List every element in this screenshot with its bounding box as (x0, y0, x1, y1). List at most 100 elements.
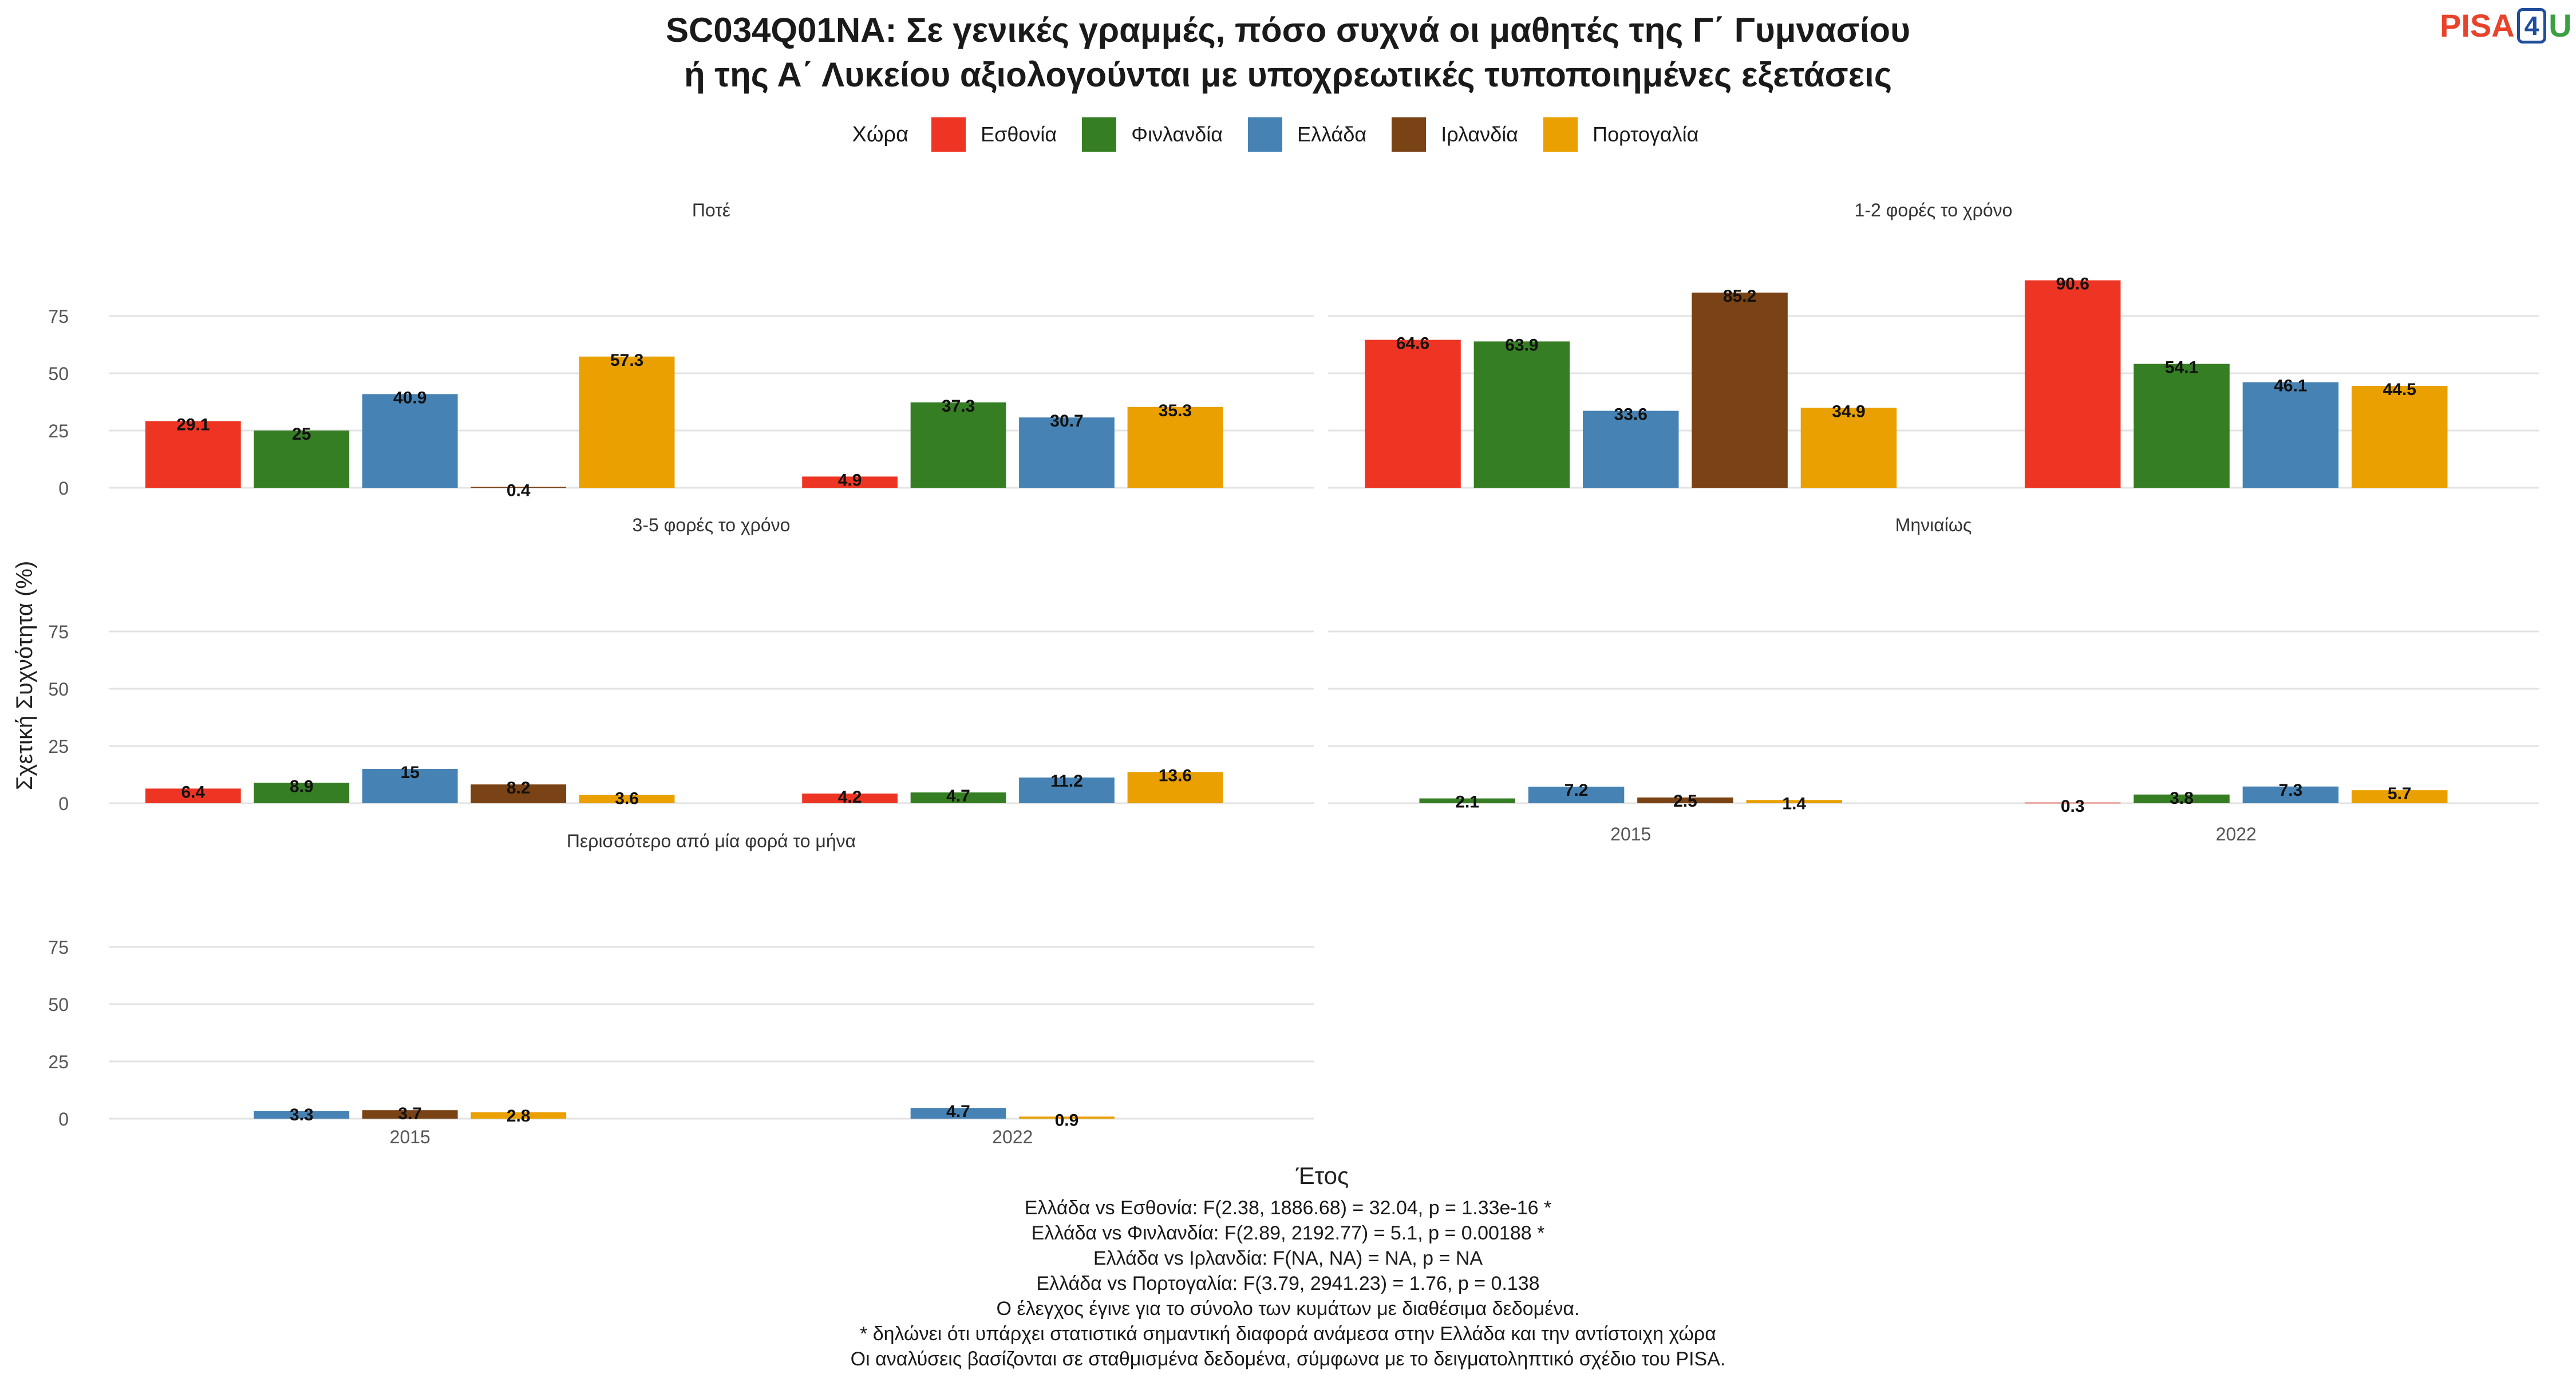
y-tick-label: 75 (48, 937, 69, 958)
bar (471, 487, 567, 488)
data-label: 33.6 (1614, 405, 1647, 424)
bar (471, 1112, 567, 1119)
data-label: 37.3 (942, 397, 975, 416)
data-label: 2.1 (1455, 793, 1479, 812)
bar (1127, 772, 1223, 803)
bar (362, 1110, 458, 1119)
legend-item-finland: Φινλανδία (1082, 117, 1223, 152)
bar (1019, 417, 1115, 488)
data-label: 35.3 (1159, 401, 1192, 420)
bar (1746, 800, 1843, 803)
data-label: 15 (401, 763, 420, 782)
bar (2024, 802, 2121, 804)
bar (254, 1111, 350, 1119)
x-axis-title: Έτος (1295, 1162, 1349, 1189)
data-label: 90.6 (2056, 275, 2089, 294)
data-label: 4.2 (838, 788, 862, 807)
data-label: 57.3 (610, 351, 643, 370)
x-tick-label: 2015 (1610, 824, 1651, 844)
y-tick-label: 75 (48, 622, 69, 642)
data-label: 64.6 (1396, 334, 1429, 353)
legend-swatch-portugal (1543, 117, 1578, 152)
y-tick-label: 75 (48, 306, 69, 327)
y-tick-label: 50 (48, 364, 69, 384)
panel-title: Περισσότερο από μία φορά το μήνα (567, 831, 856, 851)
data-label: 7.3 (2279, 781, 2303, 800)
data-label: 2.5 (1673, 792, 1697, 811)
bar (2242, 382, 2339, 488)
bar (1692, 293, 1788, 488)
data-label: 8.9 (290, 777, 314, 796)
bar (145, 421, 241, 488)
data-label: 54.1 (2165, 358, 2198, 377)
bar (1637, 797, 1733, 803)
bar (802, 793, 898, 803)
data-label: 11.2 (1050, 772, 1083, 791)
data-label: 3.3 (290, 1105, 314, 1124)
legend-item-estonia: Εσθονία (931, 117, 1057, 152)
y-tick-label: 25 (48, 736, 69, 757)
data-label: 63.9 (1505, 335, 1538, 354)
bar (1019, 1116, 1115, 1119)
y-tick-label: 0 (58, 1109, 69, 1130)
y-tick-label: 0 (58, 478, 69, 499)
bar (910, 1108, 1006, 1119)
y-tick-label: 0 (58, 793, 69, 814)
bar (1473, 341, 1570, 488)
note-line: Ελλάδα vs Ιρλανδία: F(NA, NA) = NA, p = … (1093, 1247, 1483, 1269)
note-line: * δηλώνει ότι υπάρχει στατιστικά σημαντι… (860, 1323, 1716, 1345)
data-label: 46.1 (2274, 377, 2307, 396)
chart-title: SC034Q01NA: Σε γενικές γραμμές, πόσο συχ… (0, 8, 2576, 97)
data-label: 25 (292, 425, 311, 444)
note-line: Ελλάδα vs Φινλανδία: F(2.89, 2192.77) = … (1031, 1222, 1545, 1244)
bar (362, 769, 458, 803)
data-label: 4.7 (946, 787, 970, 806)
bar (579, 356, 675, 488)
x-tick-label: 2022 (2216, 824, 2257, 844)
legend-item-portugal: Πορτογαλία (1543, 117, 1698, 152)
data-label: 2.8 (507, 1107, 531, 1126)
legend-swatch-finland (1082, 117, 1117, 152)
note-line: Οι αναλύσεις βασίζονται σε σταθμισμένα δ… (850, 1348, 1726, 1370)
bar (910, 792, 1006, 803)
y-tick-label: 25 (48, 421, 69, 441)
data-label: 5.7 (2388, 784, 2412, 803)
bar (2352, 790, 2448, 803)
note-line: Ελλάδα vs Πορτογαλία: F(3.79, 2941.23) =… (1036, 1273, 1540, 1294)
legend: Χώρα Εσθονία Φινλανδία Ελλάδα Ιρλανδία Π… (0, 117, 2576, 152)
data-label: 3.8 (2170, 789, 2194, 808)
legend-swatch-greece (1248, 117, 1283, 152)
legend-label-portugal: Πορτογαλία (1593, 123, 1699, 146)
bar (362, 394, 458, 488)
note-line: Ελλάδα vs Εσθονία: F(2.38, 1886.68) = 32… (1024, 1197, 1552, 1219)
data-label: 44.5 (2383, 380, 2416, 399)
chart-title-line-2: ή της Α΄ Λυκείου αξιολογούνται με υποχρε… (683, 56, 1893, 94)
bar (254, 783, 350, 803)
x-tick-label: 2022 (992, 1127, 1033, 1147)
y-axis-title: Σχετική Συχνότητα (%) (12, 561, 37, 791)
data-label: 7.2 (1564, 781, 1589, 800)
panel-title: Μηνιαίως (1895, 515, 1972, 535)
data-label: 34.9 (1832, 402, 1865, 421)
legend-item-ireland: Ιρλανδία (1392, 117, 1518, 152)
legend-label-greece: Ελλάδα (1297, 123, 1367, 146)
data-label: 0.9 (1055, 1111, 1079, 1130)
bar (145, 788, 241, 803)
chart-title-line-1: SC034Q01NA: Σε γενικές γραμμές, πόσο συχ… (665, 11, 1911, 49)
bar (802, 476, 898, 488)
data-label: 3.7 (398, 1104, 422, 1123)
legend-title: Χώρα (852, 122, 909, 147)
data-label: 6.4 (181, 783, 205, 802)
bar (2242, 786, 2339, 803)
bar (1127, 406, 1223, 488)
legend-label-estonia: Εσθονία (981, 123, 1057, 146)
bar (254, 431, 350, 488)
note-line: Ο έλεγχος έγινε για το σύνολο των κυμάτω… (996, 1298, 1580, 1320)
panel-title: 1-2 φορές το χρόνο (1855, 200, 2013, 220)
bar (2134, 794, 2230, 803)
legend-swatch-estonia (931, 117, 966, 152)
bar (1528, 787, 1625, 803)
data-label: 40.9 (393, 388, 426, 407)
legend-label-finland: Φινλανδία (1131, 123, 1223, 146)
